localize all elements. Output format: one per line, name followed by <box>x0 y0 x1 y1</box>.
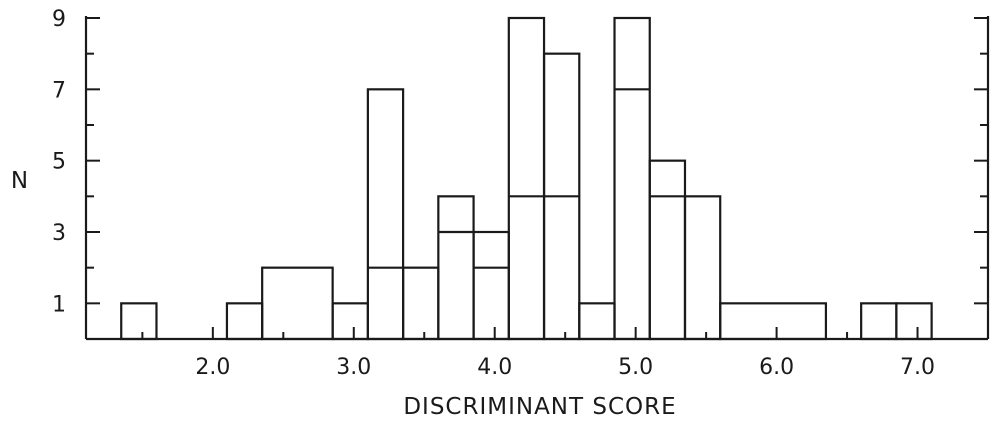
histogram-bar-17 <box>860 302 898 341</box>
histogram-bar-14 <box>683 195 722 341</box>
histogram-bar-3 <box>261 266 334 341</box>
histogram-bar-0 <box>120 302 158 341</box>
y-axis-title: N <box>11 168 29 194</box>
y-tick-label: 1 <box>52 292 66 317</box>
histogram-bar-11 <box>578 302 616 341</box>
histogram-bar-8 <box>472 230 510 341</box>
histogram-bar-6 <box>402 266 440 341</box>
histogram-bar-18 <box>895 302 933 341</box>
histogram-bar-12 <box>613 16 651 341</box>
x-tick-label: 4.0 <box>477 355 512 380</box>
histogram-bar-7 <box>437 195 475 341</box>
x-tick-label: 3.0 <box>336 355 371 380</box>
x-tick-label: 2.0 <box>195 355 230 380</box>
y-tick-label: 7 <box>52 78 66 103</box>
x-tick-label: 6.0 <box>759 355 794 380</box>
x-tick-label: 5.0 <box>618 355 653 380</box>
histogram-bars <box>120 16 933 341</box>
histogram-bar-5 <box>366 88 405 341</box>
histogram-bar-2 <box>225 302 264 341</box>
y-tick-label: 3 <box>52 221 66 246</box>
axis-tick-labels: 1 3 5 7 9 2.0 3.0 4.0 5.0 6.0 7.0 <box>52 7 935 380</box>
histogram-bar-13 <box>648 159 687 341</box>
axis-ticks <box>86 17 989 339</box>
histogram-bar-9 <box>507 16 546 341</box>
x-axis-title: DISCRIMINANT SCORE <box>403 394 676 420</box>
y-tick-label: 9 <box>52 7 66 32</box>
histogram-bar-4 <box>331 302 369 341</box>
x-tick-label: 7.0 <box>900 355 935 380</box>
axes-frame <box>84 16 990 341</box>
histogram-bar-15 <box>719 302 828 341</box>
y-tick-label: 5 <box>52 150 66 175</box>
